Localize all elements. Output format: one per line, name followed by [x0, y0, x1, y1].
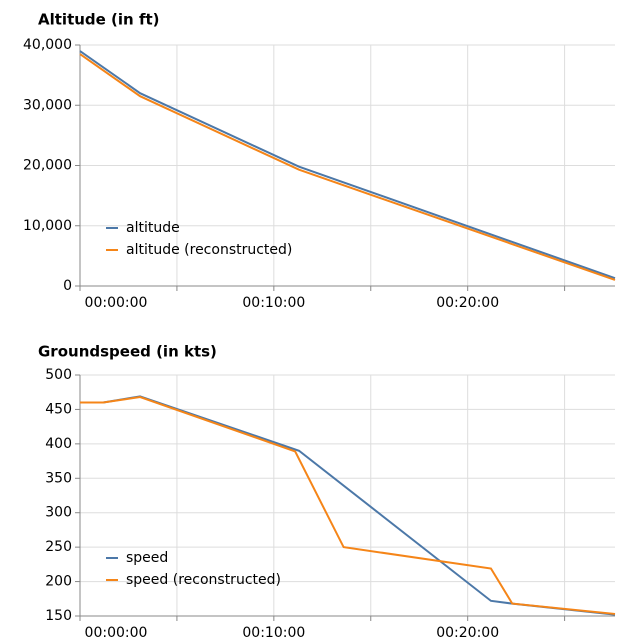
chart-title: Altitude (in ft) — [38, 11, 160, 29]
y-tick-label: 150 — [45, 608, 72, 624]
y-tick-label: 250 — [45, 539, 72, 555]
x-tick-label: 00:20:00 — [436, 625, 499, 641]
legend-label: altitude (reconstructed) — [126, 242, 292, 258]
y-tick-label: 40,000 — [23, 37, 72, 53]
legend-label: altitude — [126, 220, 180, 236]
y-tick-label: 450 — [45, 401, 72, 417]
y-tick-label: 0 — [63, 278, 72, 294]
y-tick-label: 400 — [45, 436, 72, 452]
y-tick-label: 500 — [45, 367, 72, 383]
y-tick-label: 30,000 — [23, 97, 72, 113]
y-tick-label: 350 — [45, 470, 72, 486]
line — [79, 53, 616, 281]
legend-label: speed (reconstructed) — [126, 572, 281, 588]
y-tick-label: 200 — [45, 574, 72, 590]
y-tick-label: 10,000 — [23, 218, 72, 234]
legend-label: speed — [126, 550, 168, 566]
y-tick-label: 300 — [45, 505, 72, 521]
chart-title: Groundspeed (in kts) — [38, 343, 217, 361]
line — [80, 396, 616, 615]
x-tick-label: 00:00:00 — [85, 295, 148, 311]
line — [79, 50, 616, 280]
y-tick-label: 20,000 — [23, 158, 72, 174]
x-tick-label: 00:20:00 — [436, 295, 499, 311]
x-tick-label: 00:10:00 — [242, 295, 305, 311]
x-tick-label: 00:10:00 — [242, 625, 305, 641]
x-tick-label: 00:00:00 — [85, 625, 148, 641]
